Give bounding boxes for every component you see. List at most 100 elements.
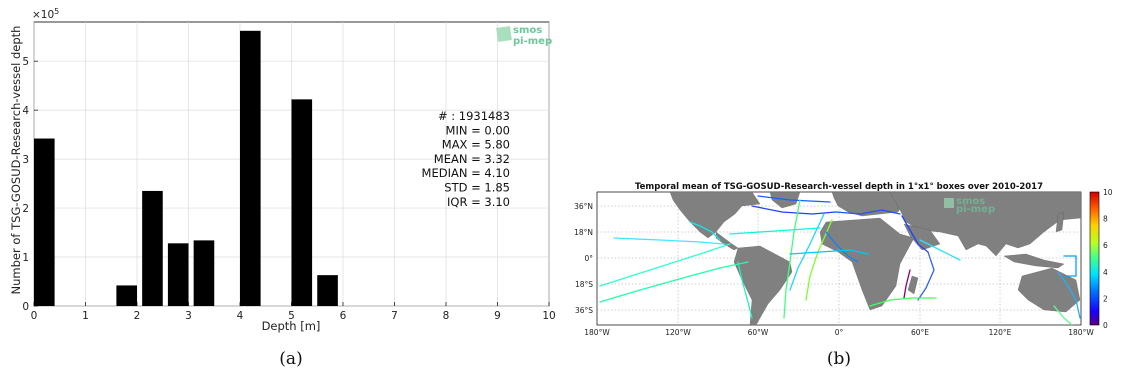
track-red-sea	[901, 215, 929, 253]
track-caribbean	[729, 227, 821, 235]
logo-text-2: pi-mep	[956, 204, 995, 215]
map-x-tick: 120°W	[665, 328, 691, 337]
ship-tracks	[599, 195, 1081, 325]
histogram-bar	[167, 243, 189, 306]
y-tick-label: 4	[22, 105, 29, 117]
arabia	[903, 223, 941, 251]
histogram-bars	[34, 30, 338, 307]
map-x-tick: 120°E	[989, 328, 1012, 337]
smos-logo-icon	[944, 198, 954, 208]
colorbar-tick-label: 8	[1103, 215, 1108, 224]
map-y-tick: 36°S	[575, 306, 593, 315]
colorbar-tick-label: 2	[1103, 294, 1108, 303]
histogram-x-ticks: 0 1 2 3 4 5 6 7 8 9 10	[31, 302, 556, 322]
x-tick-label: 3	[185, 310, 192, 322]
track-cape	[869, 297, 937, 307]
map-title: Temporal mean of TSG-GOSUD-Research-vess…	[635, 182, 1043, 192]
map-x-ticks: 180°W 120°W 60°W 0° 60°E 120°E 180°W	[584, 328, 1094, 337]
track-atlantic-diag-1	[783, 199, 801, 319]
track-mediterranean	[835, 209, 901, 215]
map-content	[597, 192, 1081, 325]
track-indian-2	[919, 239, 961, 261]
histogram-y-ticks: 0 1 2 3 4 5	[22, 56, 38, 313]
map-y-tick: 18°N	[574, 228, 593, 237]
histogram-x-axis-label: Depth [m]	[262, 319, 321, 333]
histogram-bar	[116, 285, 137, 306]
x-tick-label: 2	[134, 310, 141, 322]
colorbar-tick-label: 0	[1103, 321, 1108, 330]
map-x-tick: 0°	[835, 328, 844, 337]
madagascar	[907, 275, 919, 295]
colorbar	[1089, 191, 1100, 326]
track-indian-1	[917, 251, 935, 301]
y-exponent-label: ×105	[32, 7, 59, 21]
y-tick-label: 0	[22, 301, 29, 313]
x-tick-label: 5	[288, 310, 295, 322]
histogram-bar	[34, 138, 55, 306]
track-gulf-guinea	[789, 249, 869, 255]
smos-logo-a: smos pi-mep	[496, 25, 552, 47]
histogram-panel: 0 1 2 3 4 5 6 7 8 9 10 0 1 2 3 4 5 ×105 Depth [m] Numbe…	[9, 7, 556, 369]
smos-logo-icon	[496, 26, 512, 42]
histogram-bar	[317, 275, 338, 306]
land-masses	[669, 192, 1081, 325]
track-atlantic-n2	[757, 195, 831, 203]
australia	[1017, 267, 1081, 313]
map-x-tick: 60°W	[748, 328, 769, 337]
track-pacific-1	[599, 261, 749, 303]
smos-logo-b: smos pi-mep	[944, 196, 995, 215]
stat-line: MEDIAN = 4.10	[422, 166, 510, 180]
caption-a: (a)	[279, 349, 302, 369]
y-tick-label: 2	[22, 203, 29, 215]
indonesia	[1003, 253, 1065, 269]
stat-line: MIN = 0.00	[446, 123, 510, 137]
colorbar-tick-label: 4	[1103, 268, 1108, 277]
caption-b: (b)	[827, 349, 851, 369]
stat-line: MEAN = 3.32	[434, 152, 510, 166]
track-australia	[1057, 271, 1081, 319]
japan	[1055, 211, 1065, 233]
histogram-bar	[142, 190, 163, 306]
track-mozambique	[903, 269, 911, 299]
stat-line: MAX = 5.80	[442, 138, 510, 152]
colorbar-tick-label: 6	[1103, 241, 1108, 250]
y-tick-label: 3	[22, 154, 29, 166]
map-y-ticks: 36°N 18°N 0° 18°S 36°S	[574, 202, 593, 315]
track-atlantic-diag-3	[805, 219, 833, 301]
histogram-bar	[291, 99, 313, 307]
africa	[819, 217, 915, 311]
map-y-tick: 0°	[584, 254, 593, 263]
track-pacific-3	[613, 237, 725, 245]
histogram-bar	[240, 30, 261, 307]
logo-text-1: smos	[956, 196, 985, 207]
x-tick-label: 1	[82, 310, 89, 322]
logo-text-1: smos	[513, 25, 542, 36]
map-x-tick: 180°W	[1068, 328, 1094, 337]
map-panel: Temporal mean of TSG-GOSUD-Research-vess…	[574, 182, 1113, 369]
y-tick-label: 1	[22, 252, 29, 264]
stat-line: # : 1931483	[438, 109, 510, 123]
logo-text-2: pi-mep	[513, 36, 552, 47]
map-grid	[597, 192, 1081, 325]
x-tick-label: 4	[237, 310, 244, 322]
central-america	[715, 231, 739, 251]
x-tick-label: 8	[443, 310, 450, 322]
x-tick-label: 9	[494, 310, 501, 322]
track-peru	[737, 261, 753, 319]
track-california	[689, 221, 721, 241]
histogram-y-axis-label: Number of TSG-GOSUD-Research-vessel dept…	[9, 26, 23, 295]
track-tasman	[1053, 305, 1073, 325]
map-x-tick: 180°W	[584, 328, 610, 337]
x-tick-label: 10	[542, 310, 555, 322]
map-x-tick: 60°E	[911, 328, 929, 337]
stat-line: IQR = 3.10	[447, 195, 510, 209]
histogram-bar	[193, 240, 215, 306]
x-tick-label: 0	[31, 310, 38, 322]
track-pacific-2	[599, 243, 731, 287]
stat-line: STD = 1.85	[444, 181, 510, 195]
x-tick-label: 7	[391, 310, 398, 322]
colorbar-ticks: 0 2 4 6 8 10	[1103, 188, 1113, 330]
x-tick-label: 6	[340, 310, 347, 322]
